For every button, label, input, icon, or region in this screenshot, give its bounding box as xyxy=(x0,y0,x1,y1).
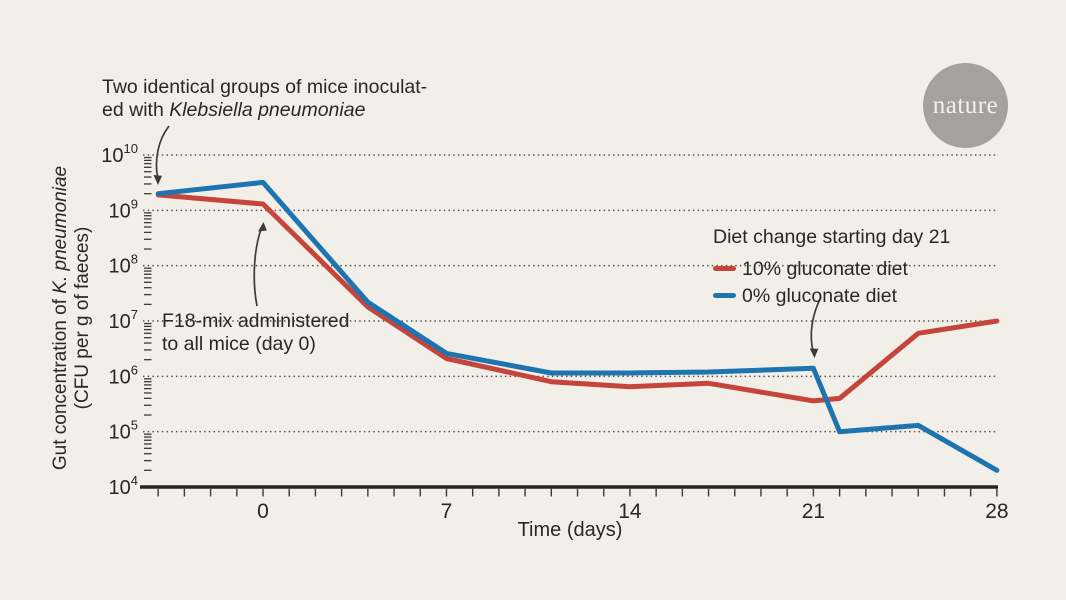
inoculation-arrow xyxy=(153,125,170,185)
legend-item-0pct: 0% gluconate diet xyxy=(713,282,950,309)
y-axis-title-text: Gut concentration of xyxy=(50,293,71,471)
y-tick-label-1e4: 104 xyxy=(109,473,138,499)
legend-title: Diet change starting day 21 xyxy=(713,226,951,248)
legend-dash-red-icon xyxy=(713,265,736,272)
x-tick-label-14: 14 xyxy=(618,500,642,523)
legend: Diet change starting day 21 10% gluconat… xyxy=(713,226,950,309)
y-axis-title-text: (CFU per g of faeces) xyxy=(72,226,93,410)
y-tick-label-1e5: 105 xyxy=(109,418,138,444)
annotation-f18-line2: to all mice (day 0) xyxy=(162,333,349,356)
diet-change-arrow xyxy=(809,296,822,358)
annotation-f18: F18-mix administered to all mice (day 0) xyxy=(162,310,349,355)
y-tick-label-1e9: 109 xyxy=(109,196,138,222)
x-axis-title: Time (days) xyxy=(517,519,623,541)
y-axis-title-line2: (CFU per g of faeces) xyxy=(72,138,94,498)
x-tick-label-7: 7 xyxy=(441,500,453,523)
nature-logo: nature xyxy=(923,63,1008,148)
annotation-inoculation: Two identical groups of mice inoculat- e… xyxy=(102,76,427,121)
legend-dash-blue-icon xyxy=(713,292,736,299)
y-axis-title: Gut concentration of K. pneumoniae (CFU … xyxy=(50,138,96,498)
annotation-text: to all mice (day 0) xyxy=(162,332,316,355)
annotation-inoculation-line1: Two identical groups of mice inoculat- xyxy=(102,76,427,99)
legend-item-10pct: 10% gluconate diet xyxy=(713,255,950,282)
legend-label-10pct: 10% gluconate diet xyxy=(742,257,908,280)
y-axis-title-line1: Gut concentration of K. pneumoniae xyxy=(50,138,72,498)
y-tick-label-1e10: 1010 xyxy=(101,141,138,167)
f18-arrow xyxy=(253,222,267,307)
series-line-gluconate-0 xyxy=(155,179,1000,473)
x-tick-label-28: 28 xyxy=(985,500,1008,523)
annotation-text: Two identical groups of mice inoculat- xyxy=(102,76,428,98)
legend-label-0pct: 0% gluconate diet xyxy=(742,284,898,307)
nature-logo-text: nature xyxy=(932,91,999,119)
x-tick-label-21: 21 xyxy=(802,500,825,523)
annotation-f18-line1: F18-mix administered xyxy=(162,310,349,333)
series-line-gluconate-10 xyxy=(155,192,1000,404)
x-tick-label-0: 0 xyxy=(257,500,269,523)
y-tick-label-1e7: 107 xyxy=(109,307,138,333)
annotation-text: F18-mix administered xyxy=(162,310,350,332)
species-name-italic: K. pneumoniae xyxy=(50,165,71,294)
species-name-italic: Klebsiella pneumoniae xyxy=(169,98,366,121)
annotation-inoculation-line2: ed with Klebsiella pneumoniae xyxy=(102,99,427,122)
annotation-text: ed with xyxy=(102,98,170,121)
y-tick-label-1e6: 106 xyxy=(109,362,138,388)
y-tick-label-1e8: 108 xyxy=(109,252,138,278)
